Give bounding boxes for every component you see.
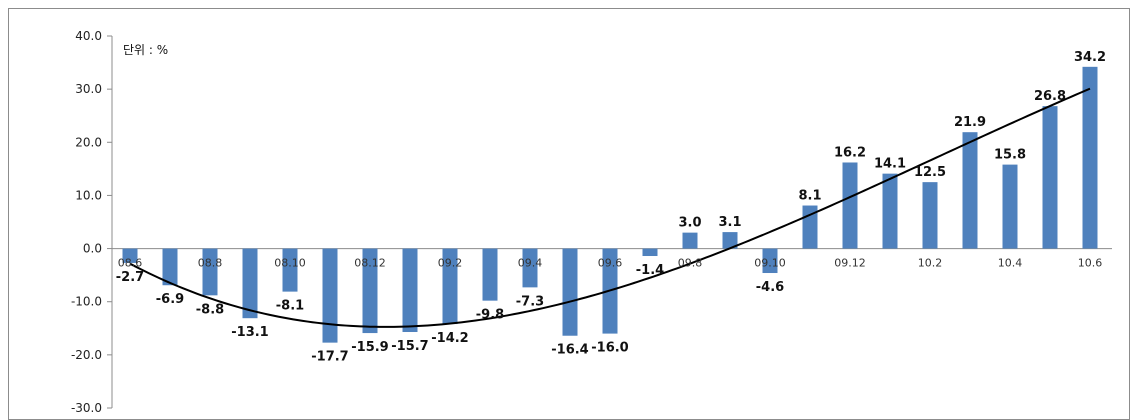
bar xyxy=(962,132,978,249)
data-label: 8.1 xyxy=(798,189,821,204)
data-label: -13.1 xyxy=(231,325,268,340)
data-label: -2.7 xyxy=(116,270,144,285)
x-tick-label: 08.12 xyxy=(354,257,386,270)
data-label: 12.5 xyxy=(914,165,946,180)
bar xyxy=(362,248,378,334)
data-label: 34.2 xyxy=(1074,50,1106,65)
data-label: -16.4 xyxy=(551,343,588,358)
data-labels: 08.6 08.8 08.10 08.12 09.2 09.4 09.6 09.8 09.10 0… xyxy=(116,50,1106,365)
y-tick-label: 0.0 xyxy=(83,242,102,256)
y-tick-label: -30.0 xyxy=(71,401,102,415)
data-label: -6.9 xyxy=(156,292,184,307)
data-label: -7.3 xyxy=(516,294,544,309)
bar xyxy=(922,182,938,249)
unit-label: 단위 : % xyxy=(123,43,168,57)
bar xyxy=(202,248,218,296)
data-label: -16.0 xyxy=(591,341,628,356)
bar xyxy=(162,248,178,286)
data-label: -17.7 xyxy=(311,350,348,365)
data-label: 3.1 xyxy=(718,215,741,230)
y-tick-label: -10.0 xyxy=(71,295,102,309)
x-tick-label: 10.4 xyxy=(998,257,1023,270)
trend-line xyxy=(129,87,1091,328)
bar xyxy=(682,232,698,249)
data-label: -15.7 xyxy=(391,339,428,354)
bar xyxy=(522,248,538,288)
bar xyxy=(282,248,298,292)
x-tick-label: 08.6 xyxy=(118,257,143,270)
bar xyxy=(242,248,258,319)
data-label: -1.4 xyxy=(636,263,664,278)
bar xyxy=(322,248,338,343)
x-tick-label: 08.10 xyxy=(274,257,306,270)
y-tick-label: 40.0 xyxy=(75,29,102,43)
y-tick-label: 10.0 xyxy=(75,188,102,202)
data-label: -14.2 xyxy=(431,331,468,346)
bar xyxy=(1082,66,1098,249)
bar xyxy=(1002,164,1018,249)
x-tick-label: 09.12 xyxy=(834,257,866,270)
y-tick-label: 20.0 xyxy=(75,135,102,149)
data-label: 3.0 xyxy=(678,216,701,231)
data-label: 21.9 xyxy=(954,115,986,130)
bars xyxy=(122,66,1098,343)
x-tick-label: 09.2 xyxy=(438,257,463,270)
trend-line-group xyxy=(129,87,1091,328)
data-label: -4.6 xyxy=(756,280,784,295)
bar xyxy=(842,162,858,249)
data-label: -15.9 xyxy=(351,340,388,355)
bar xyxy=(482,248,498,301)
bar xyxy=(722,232,738,249)
data-label: -8.8 xyxy=(196,302,224,317)
data-label: 14.1 xyxy=(874,157,906,172)
y-tick-label: 30.0 xyxy=(75,82,102,96)
x-tick-label: 10.2 xyxy=(918,257,943,270)
bar xyxy=(402,248,418,333)
bar xyxy=(562,248,578,336)
bar xyxy=(442,248,458,325)
x-tick-label: 09.6 xyxy=(598,257,623,270)
data-label: 26.8 xyxy=(1034,89,1066,104)
bar xyxy=(122,248,138,263)
data-label: 15.8 xyxy=(994,148,1026,163)
data-label: -8.1 xyxy=(276,299,304,314)
bar xyxy=(882,173,898,249)
x-tick-label: 08.8 xyxy=(198,257,223,270)
bar xyxy=(642,248,658,257)
data-label: -9.8 xyxy=(476,308,504,323)
axes: 40.0 30.0 20.0 10.0 0.0 -10.0 -20.0 -30.0 xyxy=(71,29,1112,415)
x-tick-label: 09.4 xyxy=(518,257,543,270)
bar xyxy=(762,248,778,274)
x-tick-label: 10.6 xyxy=(1078,257,1103,270)
x-tick-label: 09.8 xyxy=(678,257,703,270)
x-tick-label: 09.10 xyxy=(754,257,786,270)
bar xyxy=(1042,106,1058,249)
data-label: 16.2 xyxy=(834,145,866,160)
y-tick-label: -20.0 xyxy=(71,348,102,362)
chart-frame xyxy=(8,8,1130,420)
